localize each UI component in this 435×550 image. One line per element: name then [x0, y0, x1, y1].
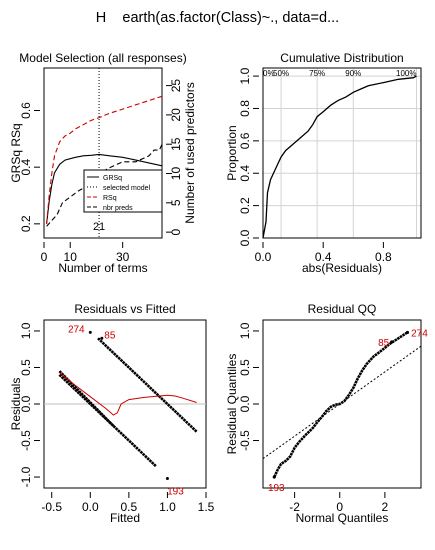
- x-axis-label: abs(Residuals): [302, 261, 382, 275]
- labeled-point: [405, 330, 410, 335]
- model-selection-x-tick-label: 0: [41, 250, 48, 264]
- cdf-line: [262, 75, 417, 239]
- point-label: 85: [104, 330, 116, 341]
- plot-frame: [262, 319, 422, 489]
- model-selection-y-tick-label: 0.6: [19, 102, 33, 119]
- panel-title: Residuals vs Fitted: [74, 302, 175, 316]
- cumulative-x-tick-label: 0.8: [375, 250, 392, 264]
- qq-points: [273, 331, 409, 478]
- right-y-tick-label: 20: [169, 108, 183, 122]
- percentile-label: 50%: [273, 69, 289, 78]
- residuals-fitted-x-tick-label: 0.5: [121, 500, 138, 514]
- main-title: H earth(as.factor(Class)~., data=d...: [95, 10, 340, 26]
- right-axis-label: Number of used predictors: [183, 82, 197, 223]
- legend-entry: selected model: [103, 185, 151, 192]
- model-selection-y-tick-label: 0.2: [19, 215, 33, 232]
- legend-entry: GRSq: [103, 175, 122, 182]
- series-line: [46, 153, 163, 224]
- model-selection-x-tick-label: 30: [116, 250, 130, 264]
- residual-qq-y-tick-label: 1.0: [238, 322, 252, 339]
- panel-title: Cumulative Distribution: [280, 51, 403, 65]
- residuals-fitted-x-tick-label: 1.5: [198, 500, 215, 514]
- legend-entry: nbr preds: [103, 205, 133, 212]
- y-axis-label: GRSq RSq: [9, 123, 23, 182]
- residuals-fitted-y-tick-label: 0.5: [19, 359, 33, 376]
- model-selection-x-tick-label: 10: [64, 250, 78, 264]
- series-line: [46, 95, 163, 224]
- residual-qq-x-tick-label: 2: [382, 500, 389, 514]
- right-y-tick-label: 10: [169, 167, 183, 181]
- labeled-point: [390, 340, 394, 344]
- cumulative-x-tick-label: 0.4: [315, 250, 332, 264]
- residual-points: [97, 337, 198, 433]
- model-selection-y-tick-label: 0.4: [19, 159, 33, 176]
- residual-qq-x-tick-label: -2: [289, 500, 300, 514]
- y-axis-label: Residuals: [9, 378, 23, 431]
- percentile-label: 75%: [309, 69, 325, 78]
- right-y-tick-label: 5: [169, 199, 183, 206]
- cumulative-y-tick-label: 1.0: [238, 67, 252, 84]
- panel-title: Model Selection (all responses): [19, 51, 186, 65]
- residuals-fitted-y-tick-label: -0.5: [19, 430, 33, 451]
- residuals-fitted-x-tick-label: -0.5: [41, 500, 62, 514]
- y-axis-label: Proportion: [225, 125, 239, 180]
- x-axis-label: Fitted: [110, 511, 140, 525]
- percentile-label: 100%: [396, 69, 416, 78]
- point-label: 85: [378, 338, 390, 349]
- percentile-label: 90%: [345, 69, 361, 78]
- right-y-tick-label: 25: [169, 79, 183, 93]
- percentile-label: 0%: [263, 69, 275, 78]
- cumulative-x-tick-label: 0.0: [255, 250, 272, 264]
- plot-frame: [262, 67, 422, 239]
- panel-title: Residual QQ: [308, 302, 377, 316]
- point-label: 274: [68, 324, 85, 335]
- labeled-point: [165, 477, 169, 481]
- cumulative-y-tick-label: 0.0: [238, 229, 252, 246]
- residual-qq-y-tick-label: 0.0: [238, 395, 252, 412]
- cumulative-y-tick-label: 0.4: [238, 165, 252, 182]
- residual-qq-y-tick-label: -0.5: [238, 430, 252, 451]
- residuals-fitted-y-tick-label: 0.0: [19, 395, 33, 412]
- residuals-fitted-y-tick-label: 1.0: [19, 322, 33, 339]
- point-label: 193: [167, 487, 184, 498]
- right-y-tick-label: 0: [169, 228, 183, 235]
- point-label: 193: [268, 483, 285, 494]
- residuals-fitted-x-tick-label: 1.0: [159, 500, 176, 514]
- selected-model-label: 21: [93, 221, 105, 233]
- cumulative-y-tick-label: 0.2: [238, 197, 252, 214]
- residual-qq-y-tick-label: 0.5: [238, 359, 252, 376]
- cumulative-y-tick-label: 0.6: [238, 132, 252, 149]
- x-axis-label: Number of terms: [58, 261, 147, 275]
- cumulative-y-tick-label: 0.8: [238, 100, 252, 117]
- labeled-point: [100, 336, 104, 340]
- residual-qq-x-tick-label: 0: [336, 500, 343, 514]
- x-axis-label: Normal Quantiles: [296, 511, 389, 525]
- residuals-fitted-x-tick-label: 0.0: [82, 500, 99, 514]
- right-y-tick-label: 15: [169, 137, 183, 151]
- residuals-fitted-y-tick-label: -1.0: [19, 466, 33, 487]
- plot-frame: [43, 67, 163, 239]
- y-axis-label: Residual Quantiles: [225, 354, 239, 455]
- point-label: 274: [411, 328, 428, 339]
- legend-entry: RSq: [103, 195, 117, 202]
- smooth-line: [59, 372, 197, 416]
- labeled-point: [272, 475, 276, 479]
- labeled-point: [88, 330, 92, 334]
